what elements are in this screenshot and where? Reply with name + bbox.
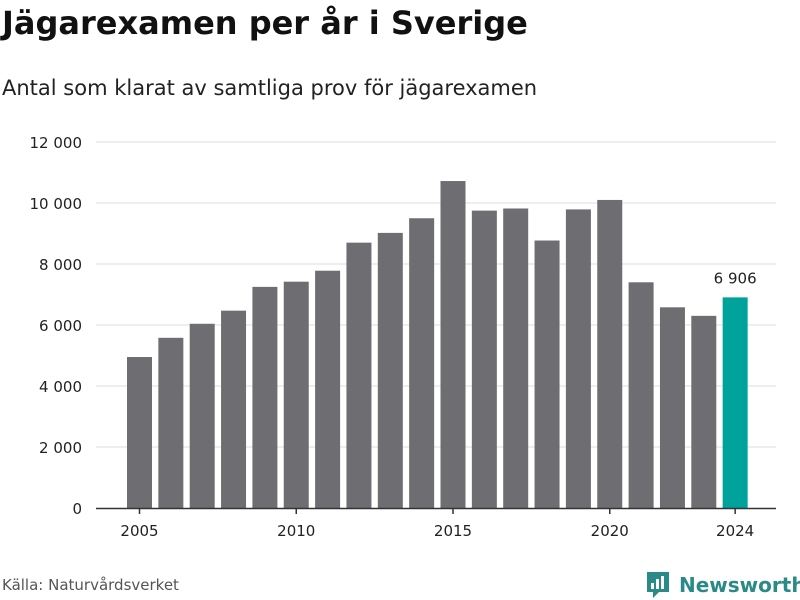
bar xyxy=(377,232,403,508)
bar xyxy=(315,270,341,508)
brand-name: Newsworthy xyxy=(679,573,800,597)
bar xyxy=(409,218,435,508)
x-axis: 2005 2010 2015 2020 2024 xyxy=(96,507,776,540)
bar xyxy=(503,208,529,509)
bar xyxy=(628,282,654,508)
newsworthy-logo-icon xyxy=(647,572,669,598)
y-tick-label: 10 000 xyxy=(30,195,83,213)
bar xyxy=(221,310,247,508)
bar xyxy=(597,199,623,508)
bar xyxy=(283,281,309,508)
source-note: Källa: Naturvårdsverket xyxy=(2,576,179,594)
x-tick-label: 2005 xyxy=(120,522,158,540)
y-tick-label: 8 000 xyxy=(39,256,82,274)
bar xyxy=(346,242,372,508)
bar xyxy=(440,181,466,509)
y-tick-label: 4 000 xyxy=(39,378,82,396)
data-label: 6 906 xyxy=(714,269,757,287)
bar xyxy=(471,210,497,508)
bar xyxy=(127,357,152,508)
chart-title: Jägarexamen per år i Sverige xyxy=(2,4,528,42)
bar xyxy=(565,209,591,508)
bar xyxy=(659,307,685,508)
y-tick-label: 2 000 xyxy=(39,439,82,457)
bars xyxy=(127,181,748,509)
bar xyxy=(252,286,278,508)
y-axis-ticks: 0 2 000 4 000 6 000 8 000 10 000 12 000 xyxy=(30,134,83,518)
x-tick-label: 2020 xyxy=(591,522,629,540)
x-tick-label: 2010 xyxy=(277,522,315,540)
brand-logo[interactable]: Newsworthy xyxy=(645,570,800,600)
bar xyxy=(158,337,184,508)
y-tick-label: 6 000 xyxy=(39,317,82,335)
bar xyxy=(189,323,215,508)
y-tick-label: 0 xyxy=(72,500,82,518)
bar xyxy=(722,297,748,508)
y-tick-label: 12 000 xyxy=(30,134,83,152)
bar xyxy=(534,240,560,508)
x-tick-label: 2024 xyxy=(716,522,754,540)
data-labels: 6 906 xyxy=(714,269,757,287)
chart-subtitle: Antal som klarat av samtliga prov för jä… xyxy=(2,76,538,100)
bar xyxy=(691,315,717,508)
x-tick-label: 2015 xyxy=(434,522,472,540)
